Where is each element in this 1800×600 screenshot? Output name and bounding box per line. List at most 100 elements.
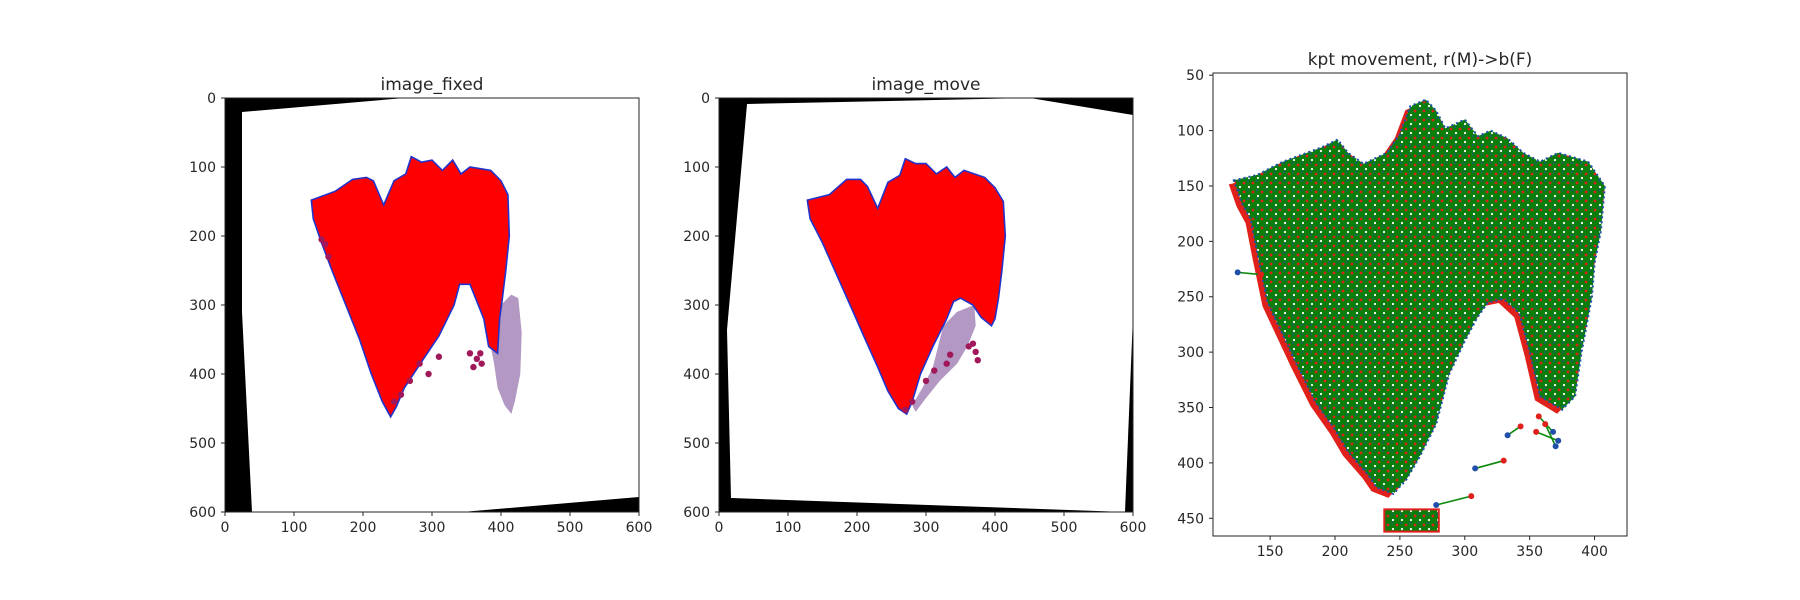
axes-frame	[1212, 72, 1628, 537]
movement-lines	[1234, 269, 1562, 508]
fixed-keypoint-3	[1433, 501, 1440, 508]
x-tick-label-2: 200	[350, 520, 377, 536]
x-tick-label-1: 100	[281, 520, 308, 536]
outlier-point-1	[425, 370, 432, 378]
x-axis-ticks: 0 100 200 300 400 500 600	[715, 512, 1147, 536]
y-tick-label-7: 400	[1177, 456, 1204, 472]
outlier-point-9	[466, 350, 474, 357]
x-tick-label-3: 300	[419, 520, 446, 536]
fixed-keypoint-2	[1472, 465, 1479, 472]
y-tick-label-6: 600	[189, 505, 216, 521]
outlier-point-10	[473, 355, 481, 363]
outlier-point-0	[435, 353, 443, 360]
panel-image-fixed: image_fixed 0 100 200 300 400 500 600 0 100 200 3…	[189, 75, 652, 536]
y-axis-ticks: 0 100 200 300 400 500 600	[189, 91, 225, 521]
x-tick-label-0: 0	[715, 520, 724, 536]
x-tick-label-2: 250	[1387, 544, 1414, 560]
outlier-point-9	[946, 351, 954, 358]
movement-line-6	[1544, 423, 1557, 447]
outlier-point-5	[406, 377, 414, 385]
x-axis-ticks: 0 100 200 300 400 500 600	[221, 512, 652, 536]
y-tick-label-8: 450	[1177, 511, 1204, 527]
x-tick-label-0: 0	[221, 520, 230, 536]
x-tick-label-2: 200	[844, 520, 871, 536]
fixed-keypoint-6	[1552, 443, 1559, 450]
x-tick-label-5: 400	[1581, 544, 1608, 560]
outlier-point-2	[416, 360, 423, 367]
y-tick-label-1: 100	[189, 160, 216, 176]
moving-keypoint-2	[1500, 457, 1507, 464]
outlier-point-7	[325, 253, 332, 260]
x-tick-label-5: 500	[1051, 520, 1078, 536]
y-tick-label-1: 100	[1177, 124, 1204, 140]
outlier-point-8	[321, 241, 329, 248]
x-tick-label-5: 500	[557, 520, 584, 536]
y-tick-label-5: 300	[1177, 345, 1204, 361]
fixed-keypoint-0	[1234, 269, 1241, 276]
outlier-point-1	[931, 367, 938, 374]
fixed-keypoints-region	[1232, 98, 1606, 496]
y-tick-label-4: 400	[189, 367, 216, 383]
movement-line-0	[1237, 271, 1262, 276]
x-tick-label-6: 600	[1120, 520, 1147, 536]
x-tick-label-3: 300	[913, 520, 940, 536]
y-tick-label-0: 0	[207, 91, 216, 107]
outlier-point-12	[478, 360, 485, 367]
moving-keypoint-3	[1468, 493, 1475, 500]
outlier-points	[902, 340, 981, 414]
outlier-point-6	[972, 348, 979, 356]
outlier-point-7	[974, 357, 981, 364]
tissue-region	[310, 155, 511, 419]
x-axis-ticks: 150 200 250 300 350 400	[1257, 536, 1608, 560]
y-axis-ticks: 0 100 200 300 400 500 600	[683, 91, 719, 521]
x-tick-label-1: 100	[775, 520, 802, 536]
fixed-keypoint-1	[1504, 432, 1511, 439]
outlier-point-13	[477, 350, 484, 357]
y-axis-ticks: 50 100 150 200 250 300 350 400 450	[1177, 68, 1213, 527]
y-tick-label-5: 500	[683, 436, 710, 452]
moving-keypoint-4	[1535, 413, 1542, 420]
y-tick-label-3: 300	[189, 298, 216, 314]
movement-line-5	[1535, 431, 1559, 442]
stain-region	[912, 305, 976, 412]
y-tick-label-1: 100	[683, 160, 710, 176]
movement-line-2	[1474, 459, 1504, 470]
panel-title: image_fixed	[381, 75, 484, 95]
panel-kpt-movement: kpt movement, r(M)->b(F) 150 200 250 300 350…	[1177, 50, 1628, 560]
bottom-keypoint-cluster	[1383, 508, 1440, 533]
outlier-point-2	[922, 377, 930, 385]
y-tick-label-2: 150	[1177, 179, 1204, 195]
moving-keypoint-5	[1533, 428, 1540, 435]
outlier-points	[318, 236, 485, 405]
y-tick-label-4: 400	[683, 367, 710, 383]
x-tick-label-4: 400	[982, 520, 1009, 536]
outlier-point-4	[902, 406, 909, 414]
y-tick-label-0: 50	[1186, 68, 1204, 84]
moving-keypoint-6	[1542, 421, 1549, 428]
y-tick-label-6: 350	[1177, 401, 1204, 417]
x-tick-label-4: 400	[488, 520, 515, 536]
panel-title: image_move	[872, 75, 981, 95]
outlier-point-6	[318, 236, 325, 243]
x-tick-label-0: 150	[1257, 544, 1284, 560]
moving-keypoint-1	[1517, 423, 1524, 430]
y-tick-label-2: 200	[189, 229, 216, 245]
outlier-point-3	[909, 398, 916, 405]
tissue-region	[806, 157, 1007, 416]
x-tick-label-3: 300	[1451, 544, 1478, 560]
outlier-point-11	[470, 363, 477, 371]
moving-keypoint-0	[1258, 271, 1265, 278]
outlier-point-4	[390, 398, 398, 405]
x-tick-label-4: 350	[1516, 544, 1543, 560]
outlier-point-3	[397, 391, 405, 398]
y-tick-label-3: 300	[683, 298, 710, 314]
movement-line-3	[1436, 495, 1472, 506]
y-tick-label-6: 600	[683, 505, 710, 521]
fixed-keypoint-5	[1555, 437, 1562, 444]
outlier-point-8	[969, 340, 977, 347]
y-tick-label-3: 200	[1177, 234, 1204, 250]
y-tick-label-5: 500	[189, 436, 216, 452]
y-tick-label-4: 250	[1177, 290, 1204, 306]
outlier-point-0	[943, 360, 950, 367]
